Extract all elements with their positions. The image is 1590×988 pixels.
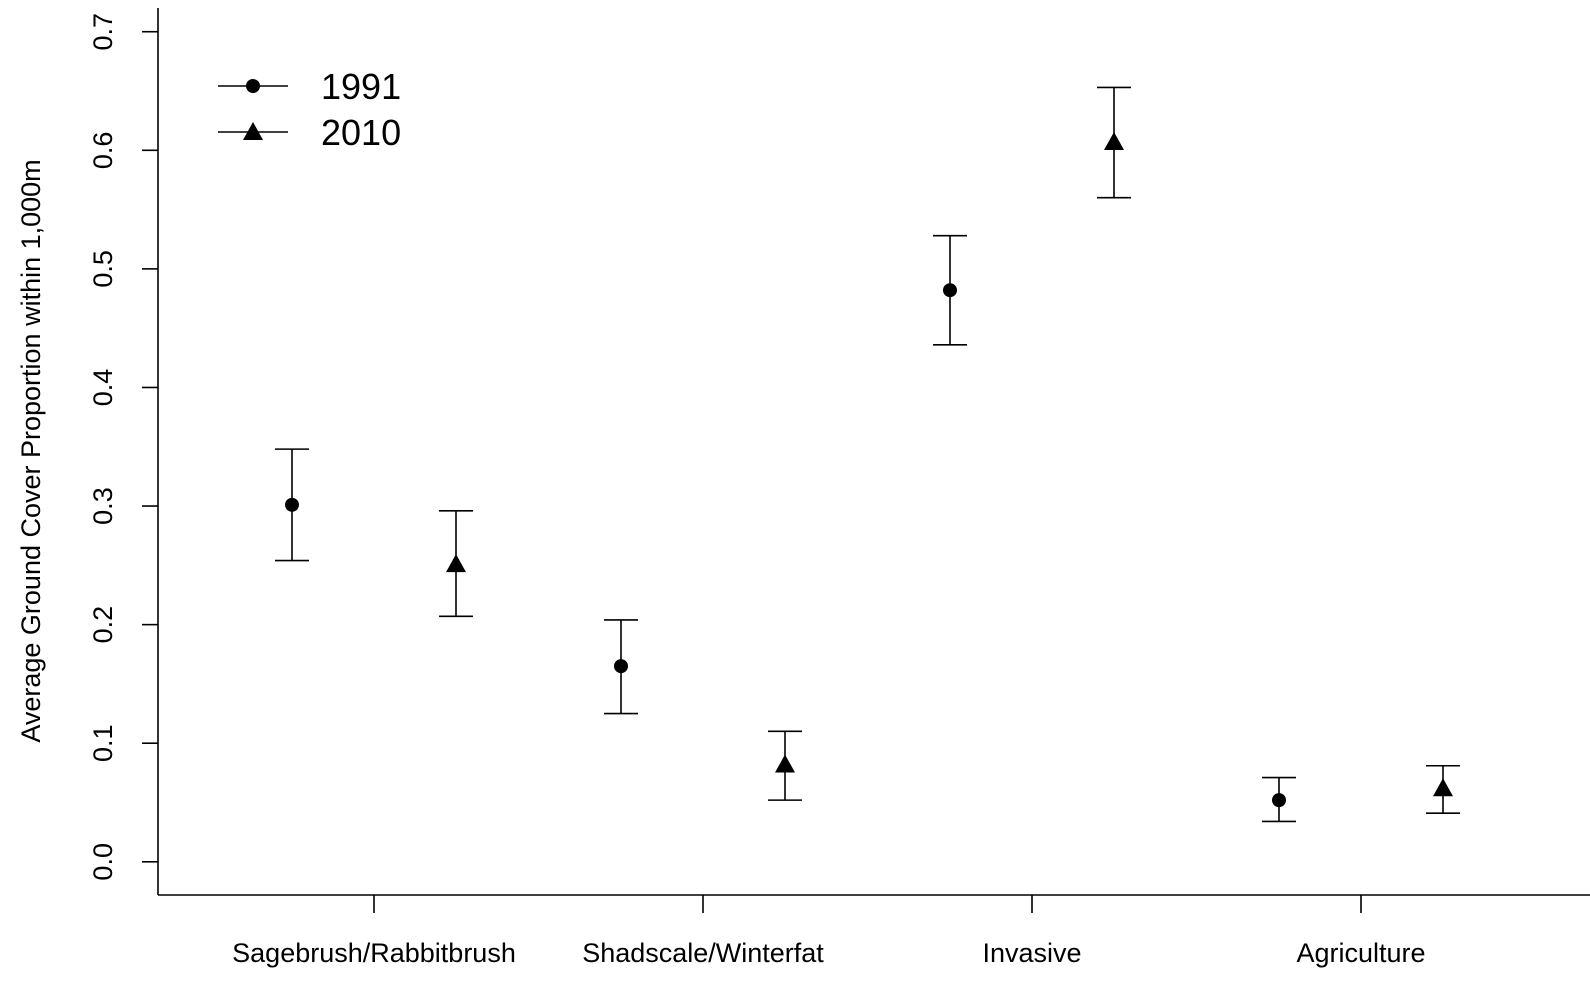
y-tick-label: 0.3 [88, 487, 118, 525]
point-2010 [1104, 131, 1124, 150]
y-tick-label: 0.2 [88, 606, 118, 644]
point-1991 [943, 283, 957, 298]
x-tick-label: Invasive [982, 938, 1081, 968]
x-tick-label: Sagebrush/Rabbitbrush [232, 938, 516, 968]
y-axis-label: Average Ground Cover Proportion within 1… [16, 159, 46, 742]
y-tick-label: 0.1 [88, 724, 118, 762]
axes: 0.0 0.1 0.2 0.3 0.4 0.5 0.6 0.7 Sagebrush/Rabbit… [88, 8, 1590, 968]
y-tick-label: 0.4 [88, 369, 118, 407]
x-tick-label: Agriculture [1296, 938, 1425, 968]
point-1991 [1272, 793, 1286, 808]
legend-marker-2010 [243, 122, 263, 140]
y-tick-label: 0.5 [88, 250, 118, 288]
point-2010 [446, 554, 466, 573]
x-tick-label: Shadscale/Winterfat [582, 938, 824, 968]
legend: 1991 2010 [218, 66, 401, 153]
legend-label-2010: 2010 [321, 112, 401, 153]
data-marks [275, 86, 1460, 823]
y-tick-label: 0.0 [88, 843, 118, 881]
point-1991 [285, 497, 299, 512]
legend-marker-1991 [246, 79, 260, 93]
y-tick-label: 0.6 [88, 132, 118, 170]
point-1991 [614, 659, 628, 674]
legend-label-1991: 1991 [321, 66, 401, 107]
point-2010 [775, 754, 795, 773]
y-tick-label: 0.7 [88, 13, 118, 51]
point-2010 [1433, 778, 1453, 797]
